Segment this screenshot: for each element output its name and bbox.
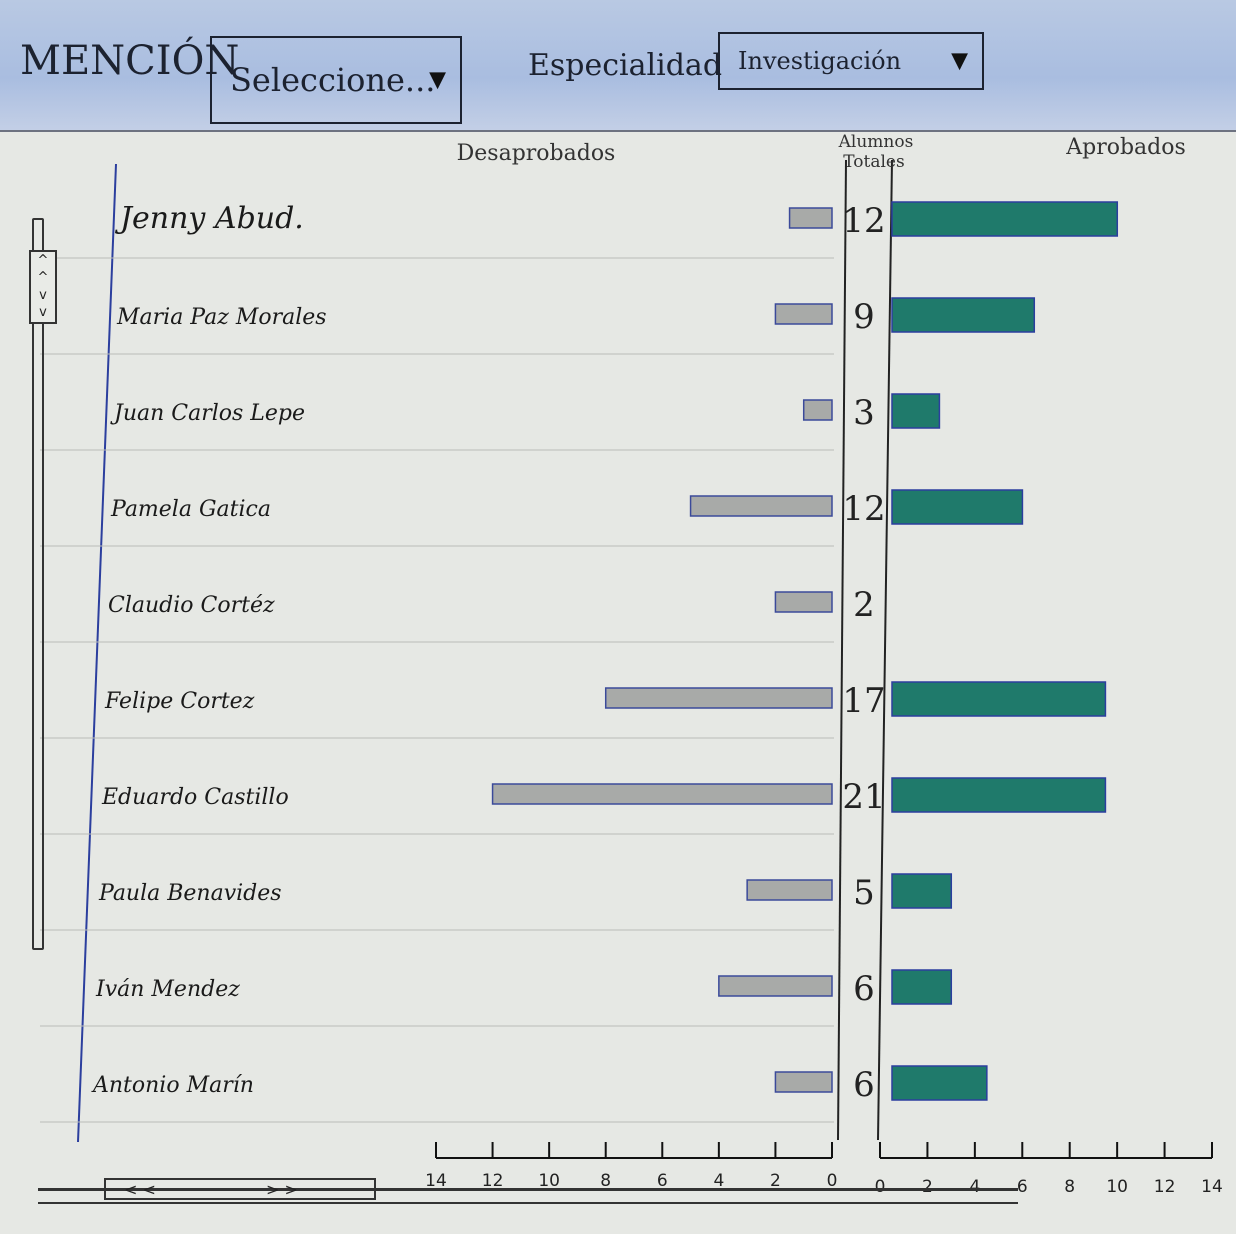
bar-aprobados bbox=[891, 297, 1036, 333]
chevron-left-icon: < < bbox=[124, 1180, 156, 1199]
total-students: 9 bbox=[853, 297, 875, 337]
bar-aprobados bbox=[891, 1065, 988, 1101]
x-tick-label-right: 14 bbox=[1201, 1177, 1223, 1197]
bar-desaprobados bbox=[788, 207, 833, 229]
bar-desaprobados bbox=[604, 687, 833, 709]
bar-aprobados bbox=[891, 969, 953, 1005]
bar-desaprobados bbox=[689, 495, 833, 517]
x-tick-label-left: 0 bbox=[827, 1171, 838, 1191]
chevron-down-icon: v bbox=[39, 287, 47, 303]
total-students: 2 bbox=[853, 585, 875, 625]
vertical-scrollbar[interactable] bbox=[32, 218, 44, 950]
x-tick-label-left: 12 bbox=[482, 1171, 504, 1191]
totals-header-line1: Alumnos bbox=[838, 132, 914, 152]
x-tick-label-right: 0 bbox=[875, 1177, 886, 1197]
total-students: 17 bbox=[842, 681, 885, 721]
x-tick-label-left: 14 bbox=[425, 1171, 447, 1191]
totals-column-right-line bbox=[877, 159, 893, 1141]
student-name: Felipe Cortez bbox=[104, 689, 255, 714]
student-name: Jenny Abud. bbox=[114, 201, 304, 236]
legend-aprobados: Aprobados bbox=[1065, 135, 1186, 160]
totals-column-left-line bbox=[837, 159, 847, 1141]
bar-aprobados bbox=[891, 681, 1107, 717]
chevron-down-icon: v bbox=[39, 305, 47, 321]
bar-desaprobados bbox=[491, 783, 833, 805]
x-tick-label-right: 6 bbox=[1017, 1177, 1028, 1197]
bar-desaprobados bbox=[802, 399, 833, 421]
chevron-up-icon: ^ bbox=[37, 252, 49, 268]
bar-desaprobados bbox=[774, 303, 833, 325]
vertical-scroll-thumb[interactable]: ^ ^ v v bbox=[29, 250, 57, 324]
totals-header-line2: Totales bbox=[843, 152, 904, 172]
horizontal-scrollbar[interactable] bbox=[38, 1188, 1018, 1204]
total-students: 5 bbox=[853, 873, 875, 913]
bar-desaprobados bbox=[746, 879, 833, 901]
bar-desaprobados bbox=[774, 1071, 833, 1093]
student-name: Iván Mendez bbox=[95, 977, 240, 1002]
chevron-down-icon: ▼ bbox=[951, 48, 968, 74]
student-name: Claudio Cortéz bbox=[108, 593, 275, 618]
x-tick-label-right: 8 bbox=[1064, 1177, 1075, 1197]
chevron-down-icon: ▼ bbox=[429, 67, 446, 93]
student-name: Juan Carlos Lepe bbox=[110, 401, 305, 426]
name-column-divider bbox=[77, 163, 117, 1143]
student-name: Pamela Gatica bbox=[110, 497, 271, 522]
filter-bar: MENCIÓN Seleccione... ▼ Especialidad Inv… bbox=[0, 0, 1236, 132]
total-students: 12 bbox=[842, 201, 885, 241]
bar-desaprobados bbox=[718, 975, 833, 997]
total-students: 12 bbox=[842, 489, 885, 529]
especialidad-label: Especialidad bbox=[528, 48, 723, 83]
x-tick-label-left: 10 bbox=[538, 1171, 560, 1191]
chevron-up-icon: ^ bbox=[37, 270, 49, 286]
x-tick-label-left: 4 bbox=[713, 1171, 724, 1191]
legend-desaprobados: Desaprobados bbox=[457, 141, 616, 166]
mencion-dropdown-value: Seleccione... bbox=[230, 61, 436, 99]
bar-aprobados bbox=[891, 393, 941, 429]
x-tick-label-right: 2 bbox=[922, 1177, 933, 1197]
x-tick-label-left: 8 bbox=[600, 1171, 611, 1191]
mencion-dropdown[interactable]: Seleccione... ▼ bbox=[210, 36, 462, 124]
especialidad-dropdown[interactable]: Investigación ▼ bbox=[718, 32, 984, 90]
x-tick-label-left: 2 bbox=[770, 1171, 781, 1191]
x-tick-label-right: 12 bbox=[1154, 1177, 1176, 1197]
student-name: Eduardo Castillo bbox=[101, 785, 289, 810]
bar-aprobados bbox=[891, 489, 1024, 525]
mencion-label: MENCIÓN bbox=[20, 38, 240, 84]
bar-desaprobados bbox=[774, 591, 833, 613]
x-tick-label-left: 6 bbox=[657, 1171, 668, 1191]
student-name: Paula Benavides bbox=[98, 881, 282, 906]
bar-aprobados bbox=[891, 777, 1107, 813]
student-name: Antonio Marín bbox=[91, 1073, 254, 1098]
x-tick-label-right: 4 bbox=[969, 1177, 980, 1197]
total-students: 21 bbox=[842, 777, 885, 817]
bar-aprobados bbox=[891, 201, 1119, 237]
x-tick-label-right: 10 bbox=[1106, 1177, 1128, 1197]
total-students: 6 bbox=[853, 969, 875, 1009]
total-students: 3 bbox=[853, 393, 875, 433]
horizontal-scroll-thumb[interactable]: < < > > bbox=[104, 1178, 376, 1200]
total-students: 6 bbox=[853, 1065, 875, 1105]
bar-aprobados bbox=[891, 873, 953, 909]
chevron-right-icon: > > bbox=[266, 1180, 298, 1199]
especialidad-dropdown-value: Investigación bbox=[738, 47, 902, 75]
student-name: Maria Paz Morales bbox=[116, 305, 327, 330]
